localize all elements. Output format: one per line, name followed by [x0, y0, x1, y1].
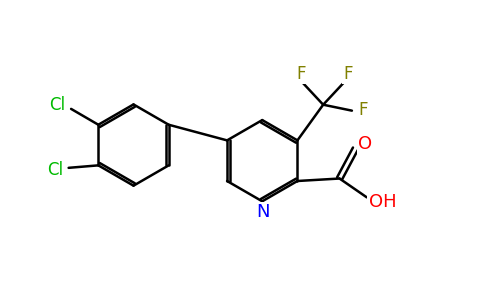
Text: N: N [257, 203, 270, 221]
Text: OH: OH [369, 193, 396, 211]
Text: Cl: Cl [49, 96, 65, 114]
Text: F: F [296, 64, 305, 82]
Text: F: F [358, 101, 367, 119]
Text: Cl: Cl [46, 161, 63, 179]
Text: O: O [358, 135, 372, 153]
Text: F: F [343, 64, 353, 82]
